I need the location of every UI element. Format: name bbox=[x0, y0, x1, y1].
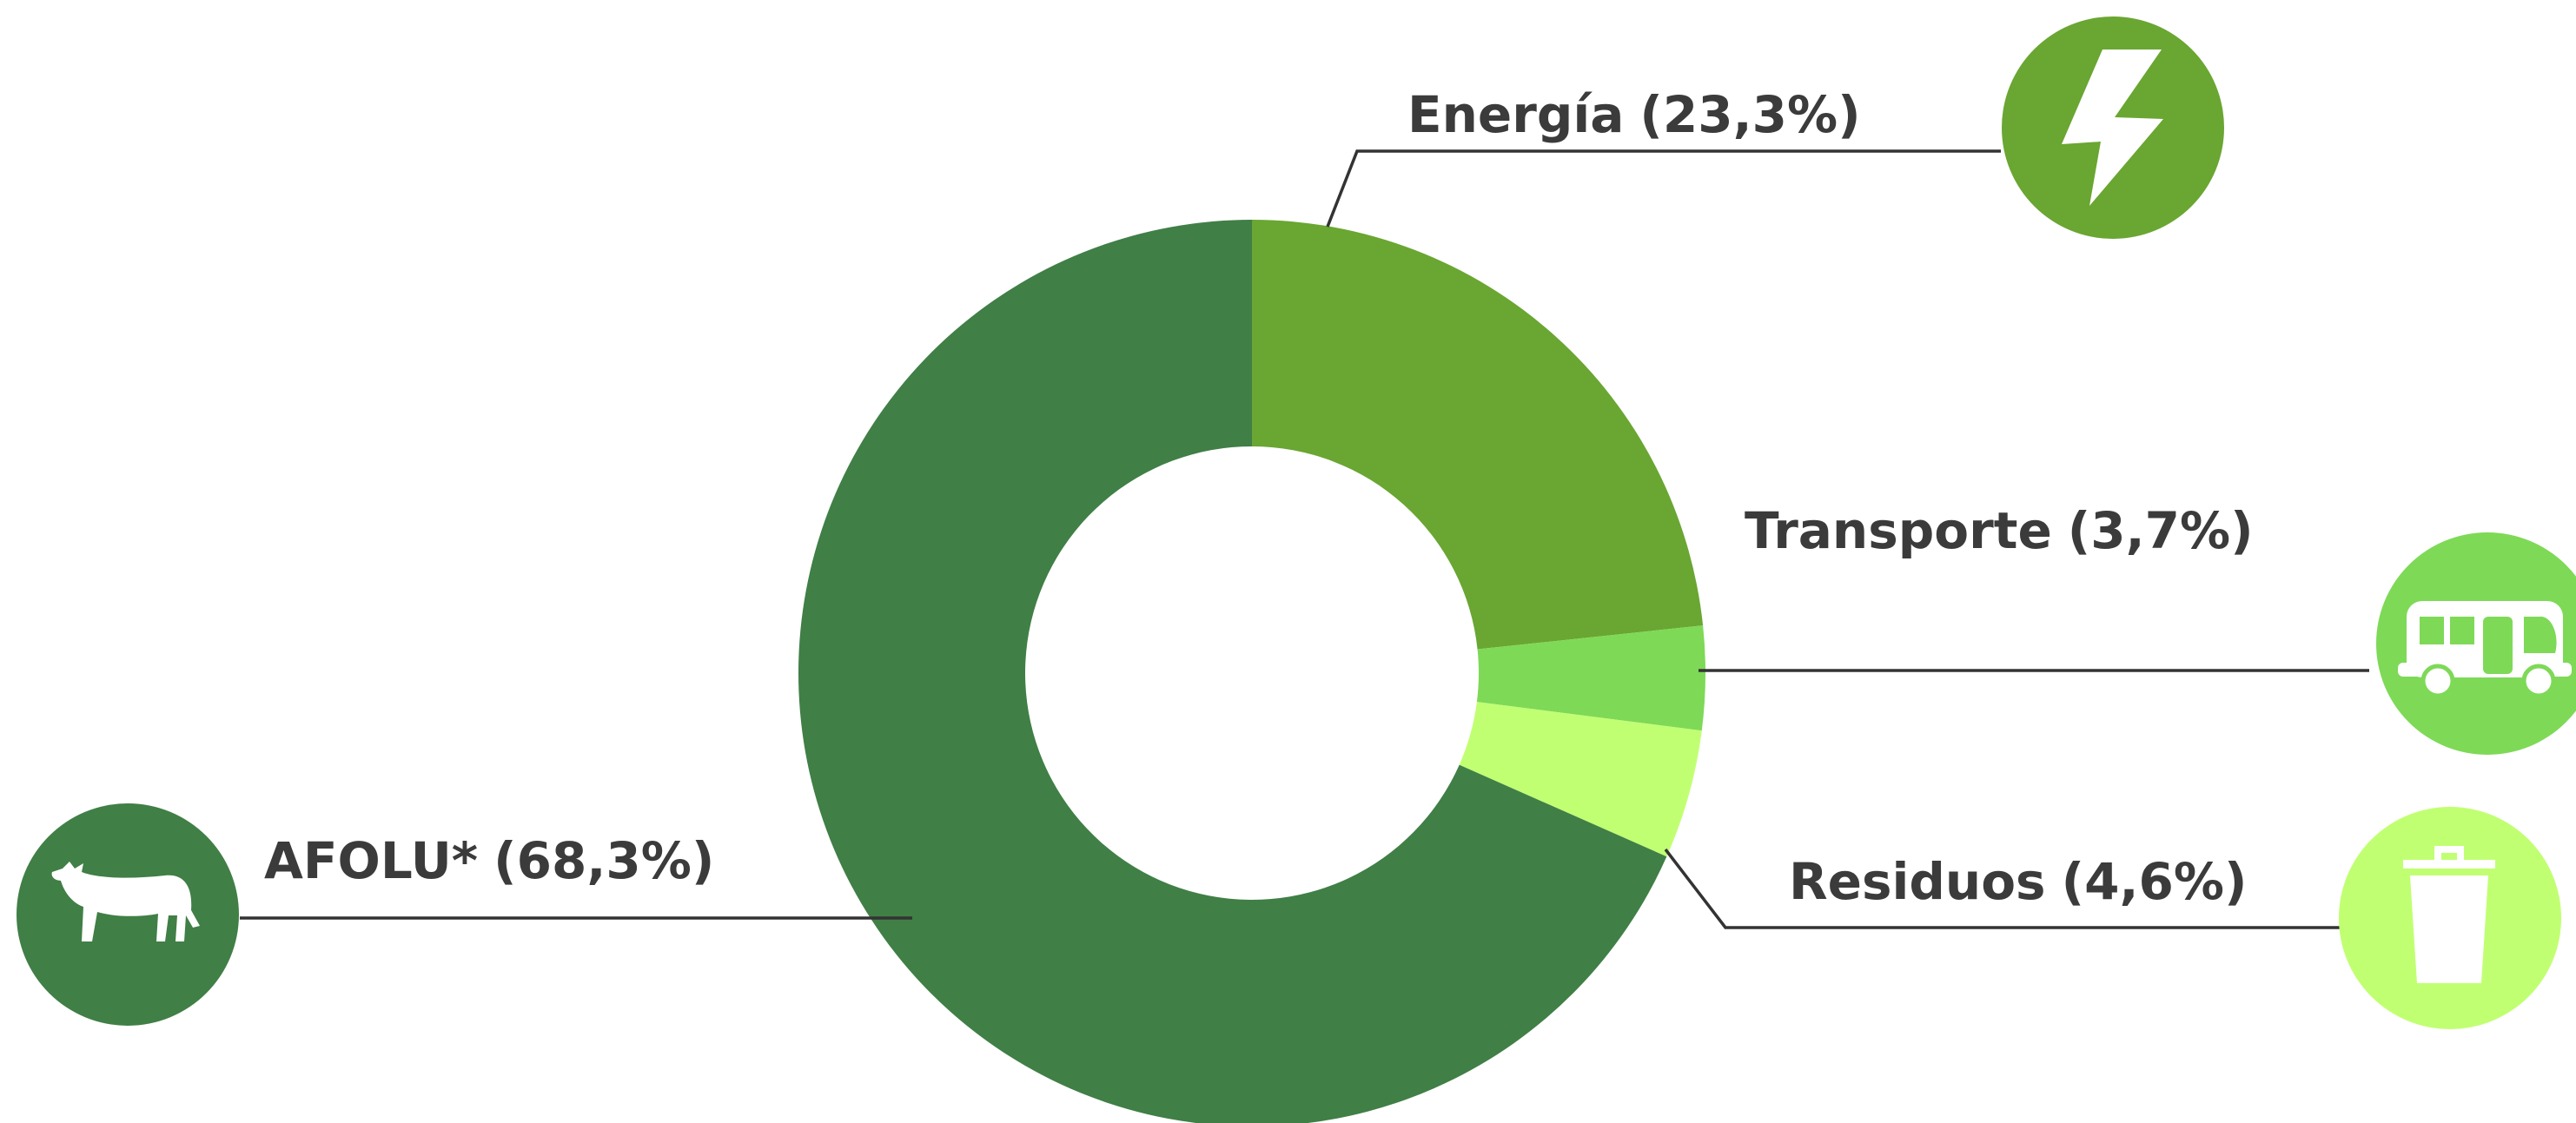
cow-icon bbox=[17, 803, 239, 1026]
energy-icon bbox=[2002, 17, 2224, 239]
slice bbox=[798, 220, 1667, 1123]
slice bbox=[1252, 220, 1704, 650]
leader-line bbox=[1326, 149, 2001, 228]
category-label: Transporte bbox=[1745, 501, 2052, 560]
category-label: Residuos bbox=[1789, 852, 2046, 911]
donut bbox=[798, 220, 1705, 1123]
value-label: (4,6%) bbox=[2062, 852, 2248, 911]
slice bbox=[1476, 625, 1705, 731]
slice bbox=[1459, 702, 1702, 857]
value-label: (3,7%) bbox=[2068, 501, 2254, 560]
value-label: (68,3%) bbox=[493, 831, 714, 890]
slice-label: Energía (23,3%) bbox=[1407, 85, 1861, 144]
trash-icon bbox=[2339, 807, 2561, 1029]
slice-label: AFOLU* (68,3%) bbox=[264, 831, 714, 890]
category-label: AFOLU* bbox=[264, 831, 478, 890]
slice-label: Residuos (4,6%) bbox=[1789, 852, 2247, 911]
value-label: (23,3%) bbox=[1639, 85, 1860, 144]
leader-line bbox=[1664, 848, 2340, 929]
slice-label: Transporte (3,7%) bbox=[1745, 501, 2254, 560]
bus-icon bbox=[2376, 532, 2576, 755]
category-label: Energía bbox=[1407, 85, 1624, 144]
